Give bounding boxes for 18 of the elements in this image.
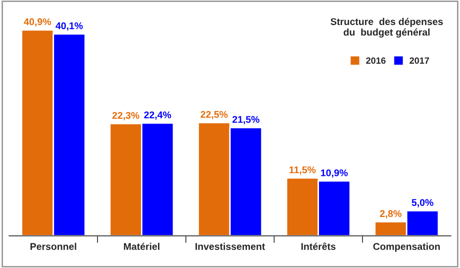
x-tick-label: Personnel	[30, 242, 76, 250]
data-label: 22,5%	[200, 110, 228, 120]
data-label: 22,3%	[112, 112, 140, 120]
data-label: 11,5%	[290, 166, 316, 175]
data-label: 22,4%	[144, 111, 172, 120]
chart-title: Structure des dépenses du budget général	[330, 18, 443, 38]
data-label: 5,0%	[412, 199, 434, 208]
x-tick-label: Compensation	[373, 242, 440, 252]
legend-label: 2016	[366, 57, 386, 64]
x-tick-label: Matériel	[124, 242, 160, 250]
x-tick-label: Intérêts	[301, 242, 336, 250]
x-tick-label: Investissement	[196, 242, 266, 250]
data-label: 2,8%	[380, 210, 402, 218]
data-label: 10,9%	[321, 169, 348, 178]
legend-label: 2017	[410, 57, 430, 64]
data-label: 21,5%	[232, 116, 260, 124]
data-label: 40,1%	[56, 22, 83, 31]
data-label: 40,9%	[24, 18, 51, 27]
